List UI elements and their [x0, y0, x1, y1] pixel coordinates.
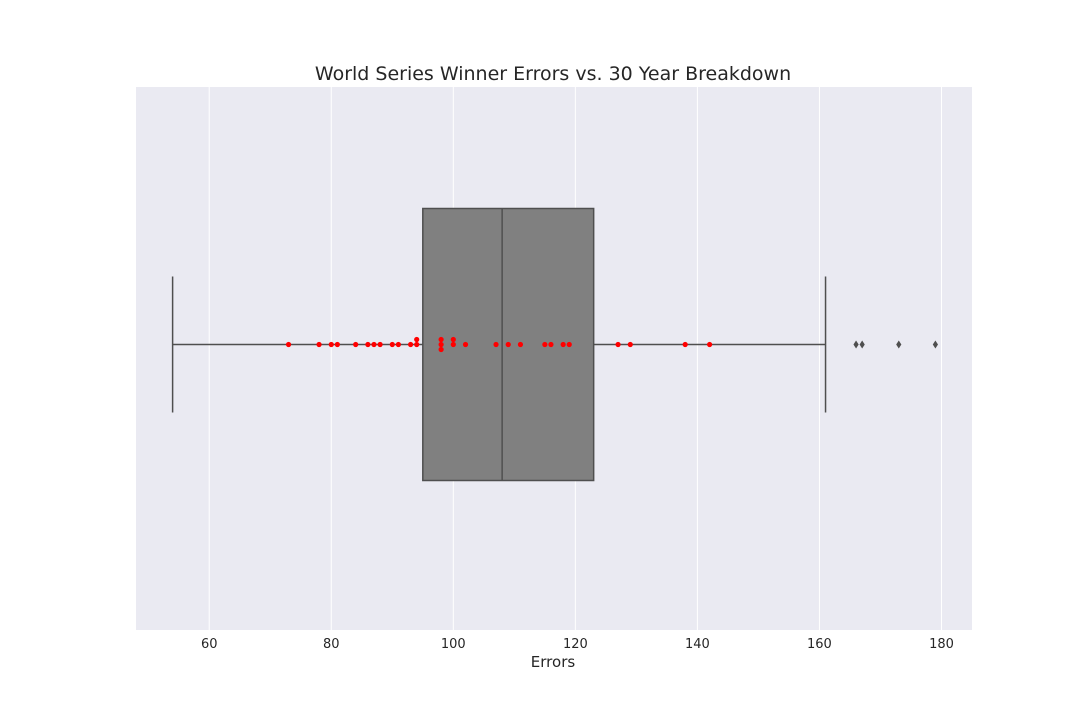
data-point	[328, 341, 334, 348]
chart-title: World Series Winner Errors vs. 30 Year B…	[315, 63, 791, 85]
data-point	[389, 341, 395, 348]
data-point	[285, 341, 292, 348]
x-tick-label: 120	[563, 637, 588, 652]
data-point	[438, 341, 444, 348]
data-point	[517, 341, 524, 348]
data-points	[285, 336, 713, 353]
data-point	[627, 341, 633, 348]
data-point	[334, 341, 340, 348]
outlier-marker	[896, 340, 902, 349]
x-tick-label: 180	[929, 637, 954, 652]
data-point	[615, 341, 621, 348]
data-point	[542, 341, 548, 348]
data-point	[682, 341, 688, 348]
x-tick-label: 100	[441, 637, 466, 652]
x-tick-label: 160	[807, 637, 832, 652]
data-point	[707, 341, 713, 348]
x-axis-ticks: 60 80 100 120 140 160 180	[201, 637, 954, 652]
data-point	[407, 341, 414, 348]
data-point	[414, 341, 420, 348]
data-point	[414, 336, 420, 343]
data-point	[438, 336, 444, 343]
data-point	[450, 336, 456, 343]
data-point	[462, 341, 469, 348]
data-point	[316, 341, 322, 348]
data-point	[438, 346, 444, 353]
x-tick-label: 140	[685, 637, 710, 652]
data-point	[371, 341, 377, 348]
outlier-marker	[932, 340, 938, 349]
data-point	[377, 341, 383, 348]
data-point	[493, 341, 499, 348]
data-point	[365, 341, 371, 348]
data-point	[566, 341, 572, 348]
x-tick-label: 80	[323, 637, 340, 652]
outlier-marker	[853, 340, 859, 349]
data-point	[450, 341, 456, 348]
data-point	[395, 341, 401, 348]
data-point	[505, 341, 511, 348]
outlier-marker	[859, 340, 865, 349]
data-point	[560, 341, 566, 348]
x-tick-label: 60	[201, 637, 218, 652]
data-point	[353, 341, 359, 348]
x-axis-label: Errors	[531, 653, 576, 671]
data-point	[548, 341, 554, 348]
